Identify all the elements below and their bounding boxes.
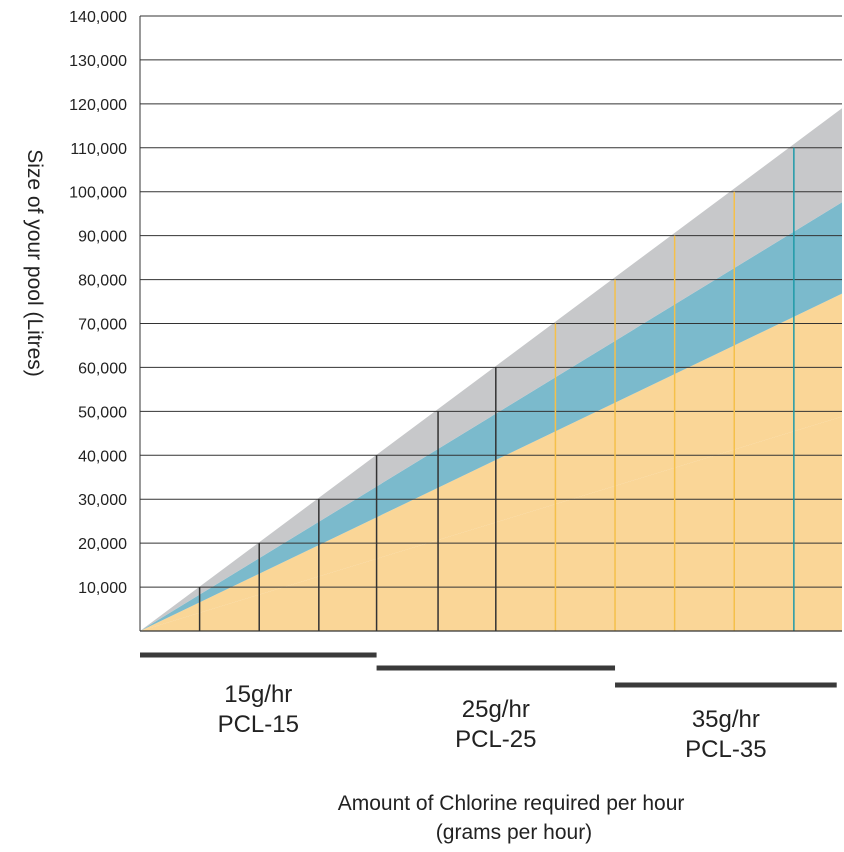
ticks-layer: 10,000 20,000 30,000 40,000 50,000 60,000 70,0… bbox=[69, 9, 127, 597]
grid-layer bbox=[140, 15, 842, 588]
group-bar-3 bbox=[615, 682, 837, 688]
bands-layer bbox=[140, 108, 842, 631]
x-axis-title-line-2: (grams per hour) bbox=[436, 821, 592, 844]
y-tick-label-90000: 90,000 bbox=[78, 229, 127, 246]
y-tick-label-100000: 100,000 bbox=[69, 185, 127, 202]
y-tick-label-50000: 50,000 bbox=[78, 404, 127, 421]
markers-layer bbox=[198, 147, 795, 631]
y-tick-label-30000: 30,000 bbox=[78, 492, 127, 509]
y-tick-label-10000: 10,000 bbox=[78, 580, 127, 597]
band-2 bbox=[140, 293, 842, 631]
y-tick-label-60000: 60,000 bbox=[78, 360, 127, 377]
groups-layer: 15g/hr PCL-15 25g/hr PCL-25 35g/hr PCL-35 bbox=[140, 652, 837, 763]
axis-layer bbox=[139, 16, 842, 632]
x-axis-title-line-1: Amount of Chlorine required per hour bbox=[338, 792, 685, 815]
group-model-label-1: PCL-15 bbox=[218, 711, 299, 738]
group-rate-label-2: 25g/hr bbox=[462, 696, 530, 723]
group-rate-label-3: 35g/hr bbox=[692, 706, 760, 733]
group-bar-2 bbox=[376, 665, 616, 671]
y-tick-label-130000: 130,000 bbox=[69, 53, 127, 70]
group-model-label-2: PCL-25 bbox=[455, 726, 536, 753]
y-tick-label-140000: 140,000 bbox=[69, 9, 127, 26]
group-rate-label-1: 15g/hr bbox=[224, 681, 292, 708]
y-tick-label-20000: 20,000 bbox=[78, 536, 127, 553]
y-tick-label-80000: 80,000 bbox=[78, 273, 127, 290]
x-axis-title: Amount of Chlorine required per hour (gr… bbox=[338, 792, 691, 844]
y-axis-title: Size of your pool (Litres) bbox=[23, 149, 46, 377]
group-bar-1 bbox=[140, 652, 377, 658]
group-model-label-3: PCL-35 bbox=[685, 736, 766, 763]
y-tick-label-40000: 40,000 bbox=[78, 448, 127, 465]
y-tick-label-120000: 120,000 bbox=[69, 97, 127, 114]
y-tick-label-70000: 70,000 bbox=[78, 317, 127, 334]
band-1 bbox=[140, 416, 842, 631]
band-4 bbox=[140, 108, 842, 631]
y-tick-label-110000: 110,000 bbox=[70, 141, 127, 158]
